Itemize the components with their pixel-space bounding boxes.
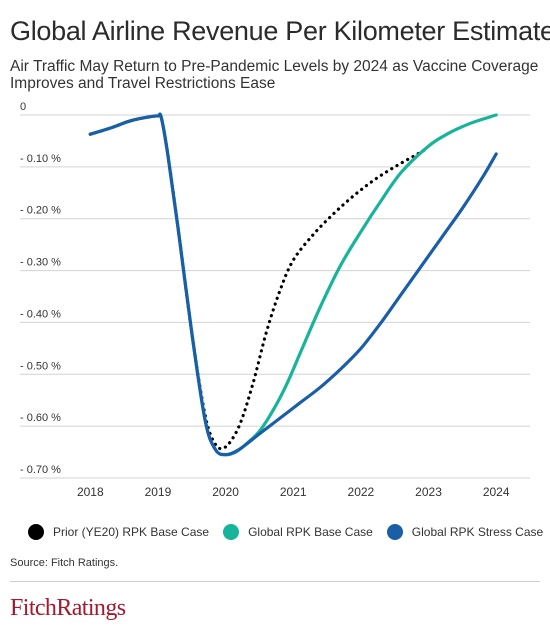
series-global-base-case [88,112,498,457]
x-tick-label: 2024 [483,485,510,499]
legend-swatch-stress [386,524,403,540]
legend-swatch-prior [28,524,44,540]
x-tick-label: 2023 [415,485,442,499]
y-tick-label: - 0.20 % [20,205,61,217]
x-tick-label: 2022 [348,485,375,499]
y-tick-label: - 0.60 % [20,412,61,424]
line-chart: 0 - 0.10 % - 0.20 % - 0.30 % - 0.40 % - 0.50 … [20,101,530,499]
y-tick-label: - 0.50 % [20,360,61,372]
y-tick-label: - 0.40 % [20,308,61,320]
y-tick-label: - 0.30 % [20,257,61,269]
x-axis-ticks: 2018 2019 2020 2021 2022 2023 2024 [77,485,510,499]
y-tick-label: 0 [20,101,26,113]
legend-label-stress: Global RPK Stress Case [411,525,544,539]
chart-title: Global Airline Revenue Per Kilometer Est… [10,16,550,46]
series-lines [88,112,498,457]
legend-item-stress: Global RPK Stress Case [386,524,544,540]
y-tick-label: - 0.70 % [20,464,61,476]
y-axis-ticks: 0 - 0.10 % - 0.20 % - 0.30 % - 0.40 % - 0.50 … [20,101,61,476]
divider [10,581,540,582]
series-prior-base-case [88,112,431,451]
legend-label-base: Global RPK Base Case [248,525,373,539]
grid-lines [20,114,530,479]
y-tick-label: - 0.10 % [20,153,61,165]
series-global-stress-case [88,112,498,457]
x-tick-label: 2020 [212,485,239,499]
x-tick-label: 2019 [145,485,172,499]
legend-item-prior: Prior (YE20) RPK Base Case [28,524,209,540]
legend: Prior (YE20) RPK Base Case Global RPK Ba… [28,524,548,540]
source-note: Source: Fitch Ratings. [10,557,119,569]
chart-subtitle: Air Traffic May Return to Pre-Pandemic L… [10,58,539,92]
x-tick-label: 2018 [77,485,104,499]
x-tick-label: 2021 [280,485,307,499]
legend-label-prior: Prior (YE20) RPK Base Case [53,525,210,539]
fitch-ratings-logo: FitchRatings [10,595,126,621]
legend-swatch-base [223,524,240,540]
legend-item-base: Global RPK Base Case [223,524,373,540]
